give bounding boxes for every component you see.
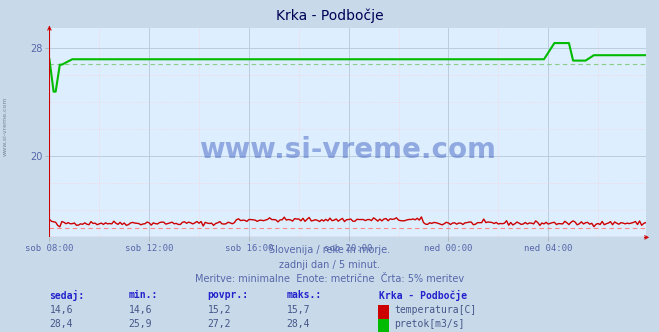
Text: temperatura[C]: temperatura[C]: [394, 305, 476, 315]
Text: 25,9: 25,9: [129, 319, 152, 329]
Text: sedaj:: sedaj:: [49, 290, 84, 300]
Text: 15,7: 15,7: [287, 305, 310, 315]
Text: zadnji dan / 5 minut.: zadnji dan / 5 minut.: [279, 260, 380, 270]
Text: 27,2: 27,2: [208, 319, 231, 329]
Text: www.si-vreme.com: www.si-vreme.com: [3, 96, 8, 156]
Text: Krka - Podbočje: Krka - Podbočje: [379, 290, 467, 300]
Text: 28,4: 28,4: [287, 319, 310, 329]
Text: maks.:: maks.:: [287, 290, 322, 299]
Text: pretok[m3/s]: pretok[m3/s]: [394, 319, 465, 329]
Text: Slovenija / reke in morje.: Slovenija / reke in morje.: [269, 245, 390, 255]
Text: 15,2: 15,2: [208, 305, 231, 315]
Text: 14,6: 14,6: [129, 305, 152, 315]
Text: povpr.:: povpr.:: [208, 290, 248, 299]
Text: 14,6: 14,6: [49, 305, 73, 315]
Text: min.:: min.:: [129, 290, 158, 299]
Text: Meritve: minimalne  Enote: metrične  Črta: 5% meritev: Meritve: minimalne Enote: metrične Črta:…: [195, 274, 464, 284]
Text: Krka - Podbočje: Krka - Podbočje: [275, 8, 384, 23]
Text: www.si-vreme.com: www.si-vreme.com: [199, 135, 496, 164]
Text: 28,4: 28,4: [49, 319, 73, 329]
